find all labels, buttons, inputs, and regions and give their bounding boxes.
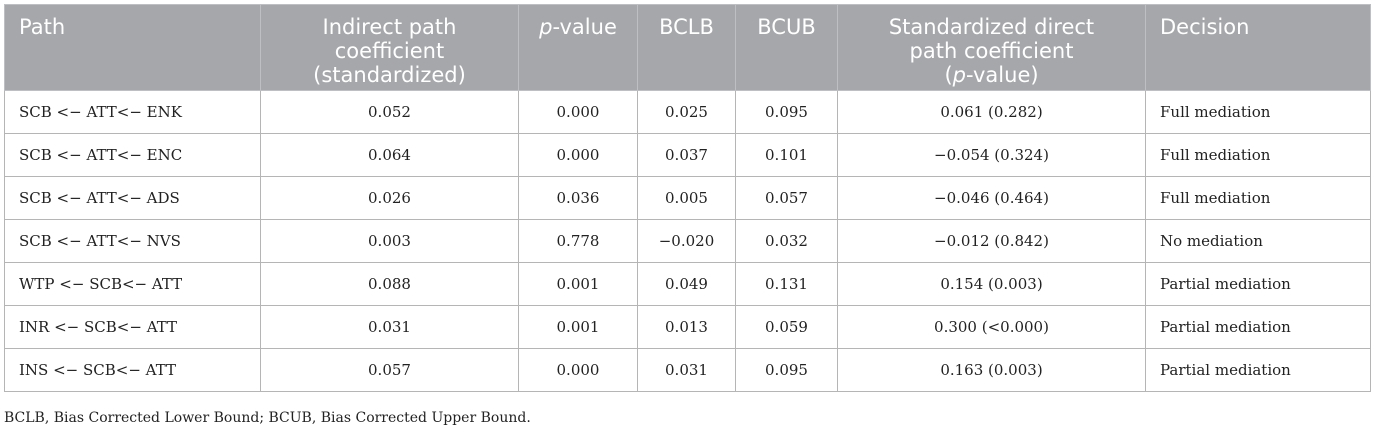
header-indirect-coefficient: Indirect path coefficient (standardized) (260, 4, 519, 91)
cell-path: SCB <− ATT<− ADS (4, 176, 261, 220)
cell-path: WTP <− SCB<− ATT (4, 262, 261, 306)
cell-bcub: 0.095 (735, 90, 838, 134)
cell-decision: Partial mediation (1145, 348, 1371, 392)
cell-path: SCB <− ATT<− NVS (4, 219, 261, 263)
cell-bclb: 0.013 (637, 305, 736, 349)
header-path: Path (4, 4, 261, 91)
cell-bclb: 0.031 (637, 348, 736, 392)
cell-path: SCB <− ATT<− ENC (4, 133, 261, 177)
cell-indirect: 0.031 (260, 305, 519, 349)
header-direct-line2: path coefficient (909, 39, 1074, 63)
cell-bcub: 0.059 (735, 305, 838, 349)
cell-bclb: 0.025 (637, 90, 736, 134)
cell-decision: No mediation (1145, 219, 1371, 263)
header-direct-line1: Standardized direct (888, 15, 1095, 39)
header-indirect-line3: (standardized) (313, 63, 466, 87)
cell-bcub: 0.131 (735, 262, 838, 306)
header-indirect-line1: Indirect path (322, 15, 457, 39)
cell-decision: Full mediation (1145, 176, 1371, 220)
cell-decision: Partial mediation (1145, 305, 1371, 349)
cell-bclb: −0.020 (637, 219, 736, 263)
table-header-row: Path Indirect path coefficient (standard… (4, 4, 1371, 91)
table-row: INS <− SCB<− ATT 0.057 0.000 0.031 0.095… (4, 348, 1371, 392)
cell-path: INR <− SCB<− ATT (4, 305, 261, 349)
cell-decision: Full mediation (1145, 90, 1371, 134)
cell-bcub: 0.057 (735, 176, 838, 220)
table-row: WTP <− SCB<− ATT 0.088 0.001 0.049 0.131… (4, 262, 1371, 306)
cell-indirect: 0.003 (260, 219, 519, 263)
cell-direct: 0.163 (0.003) (837, 348, 1146, 392)
cell-p-value: 0.001 (518, 262, 638, 306)
cell-direct: −0.054 (0.324) (837, 133, 1146, 177)
header-indirect-line2: coefficient (334, 39, 445, 63)
header-bclb: BCLB (637, 4, 736, 91)
cell-p-value: 0.778 (518, 219, 638, 263)
cell-p-value: 0.036 (518, 176, 638, 220)
cell-bcub: 0.032 (735, 219, 838, 263)
cell-direct: 0.061 (0.282) (837, 90, 1146, 134)
header-decision: Decision (1145, 4, 1371, 91)
table-row: SCB <− ATT<− ENK 0.052 0.000 0.025 0.095… (4, 90, 1371, 134)
cell-bclb: 0.037 (637, 133, 736, 177)
cell-indirect: 0.064 (260, 133, 519, 177)
cell-bclb: 0.005 (637, 176, 736, 220)
mediation-table: Path Indirect path coefficient (standard… (4, 4, 1371, 392)
header-p-italic: p (539, 15, 553, 39)
cell-bcub: 0.095 (735, 348, 838, 392)
cell-bcub: 0.101 (735, 133, 838, 177)
cell-bclb: 0.049 (637, 262, 736, 306)
cell-direct: −0.046 (0.464) (837, 176, 1146, 220)
table-row: SCB <− ATT<− NVS 0.003 0.778 −0.020 0.03… (4, 219, 1371, 263)
header-p-rest: -value (552, 15, 617, 39)
cell-direct: 0.154 (0.003) (837, 262, 1146, 306)
cell-direct: −0.012 (0.842) (837, 219, 1146, 263)
cell-p-value: 0.000 (518, 90, 638, 134)
cell-path: SCB <− ATT<− ENK (4, 90, 261, 134)
cell-path: INS <− SCB<− ATT (4, 348, 261, 392)
cell-p-value: 0.000 (518, 348, 638, 392)
table-row: SCB <− ATT<− ENC 0.064 0.000 0.037 0.101… (4, 133, 1371, 177)
header-direct-coefficient: Standardized direct path coefficient (p-… (837, 4, 1146, 91)
header-p-value: p-value (518, 4, 638, 91)
cell-decision: Full mediation (1145, 133, 1371, 177)
cell-direct: 0.300 (<0.000) (837, 305, 1146, 349)
table-row: INR <− SCB<− ATT 0.031 0.001 0.013 0.059… (4, 305, 1371, 349)
table-footnote: BCLB, Bias Corrected Lower Bound; BCUB, … (4, 410, 531, 426)
cell-decision: Partial mediation (1145, 262, 1371, 306)
header-direct-line3: (p-value) (944, 63, 1039, 87)
cell-indirect: 0.057 (260, 348, 519, 392)
cell-indirect: 0.088 (260, 262, 519, 306)
cell-indirect: 0.026 (260, 176, 519, 220)
header-bcub: BCUB (735, 4, 838, 91)
cell-p-value: 0.001 (518, 305, 638, 349)
table-row: SCB <− ATT<− ADS 0.026 0.036 0.005 0.057… (4, 176, 1371, 220)
cell-p-value: 0.000 (518, 133, 638, 177)
mediation-table-container: Path Indirect path coefficient (standard… (4, 4, 1371, 392)
cell-indirect: 0.052 (260, 90, 519, 134)
